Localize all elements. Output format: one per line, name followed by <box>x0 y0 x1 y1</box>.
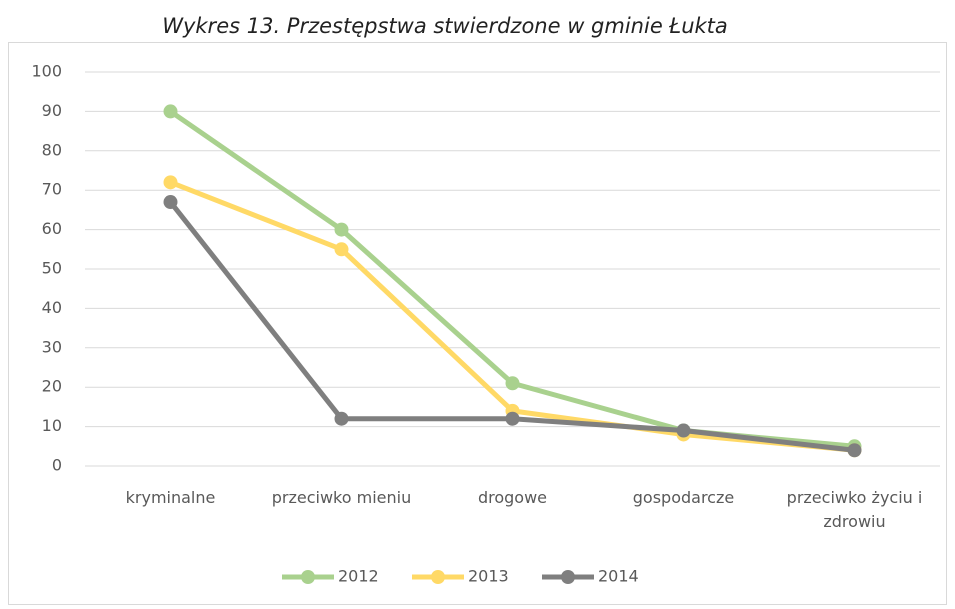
legend-marker <box>301 570 315 584</box>
y-tick-label: 40 <box>42 298 62 317</box>
marker <box>163 195 178 210</box>
y-tick-label: 0 <box>52 456 62 475</box>
y-tick-label: 10 <box>42 416 62 435</box>
marker <box>334 242 349 257</box>
marker <box>505 376 520 391</box>
marker <box>847 443 862 458</box>
marker <box>163 175 178 190</box>
x-tick-label: kryminalne <box>125 488 216 507</box>
marker <box>505 411 520 426</box>
x-tick-label: gospodarcze <box>632 488 735 507</box>
y-tick-label: 60 <box>42 219 62 238</box>
legend-label: 2012 <box>338 567 379 586</box>
legend-label: 2013 <box>468 567 509 586</box>
y-tick-label: 20 <box>42 377 62 396</box>
y-tick-label: 90 <box>42 101 62 120</box>
marker <box>334 222 349 237</box>
x-tick-label: przeciwko mieniu <box>271 488 412 507</box>
line <box>169 109 855 449</box>
marker <box>163 104 178 119</box>
y-tick-label: 50 <box>42 259 62 278</box>
chart-title: Wykres 13. Przestępstwa stwierdzone w gm… <box>162 14 728 38</box>
x-tick-label: drogowe <box>477 488 548 507</box>
y-tick-label: 70 <box>42 180 62 199</box>
y-tick-label: 100 <box>31 62 62 81</box>
y-tick-label: 80 <box>42 140 62 159</box>
x-tick-label: przeciwko życiu i zdrowiu <box>786 488 923 531</box>
marker <box>334 411 349 426</box>
y-tick-label: 30 <box>42 337 62 356</box>
legend-marker <box>561 570 575 584</box>
chart-border <box>8 42 947 605</box>
legend-label: 2014 <box>598 567 639 586</box>
legend-marker <box>431 570 445 584</box>
marker <box>676 423 691 438</box>
